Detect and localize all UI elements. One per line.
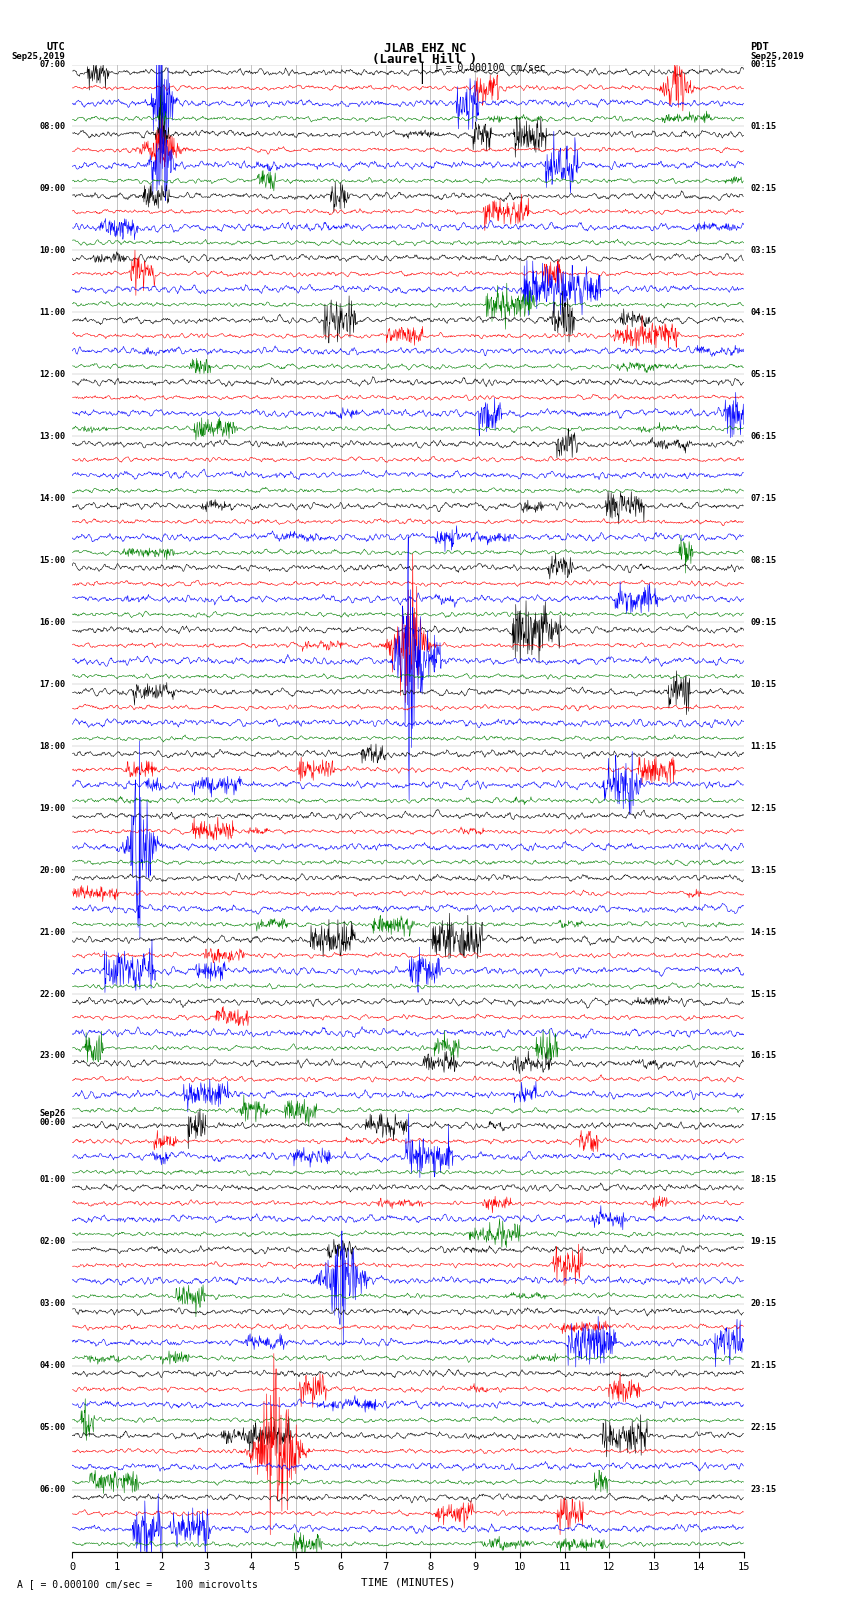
Text: 10:00: 10:00 <box>39 245 65 255</box>
Text: 01:00: 01:00 <box>39 1176 65 1184</box>
Text: 19:00: 19:00 <box>39 803 65 813</box>
Text: JLAB EHZ NC: JLAB EHZ NC <box>383 42 467 55</box>
Text: Sep26
00:00: Sep26 00:00 <box>39 1110 65 1127</box>
Text: 06:15: 06:15 <box>751 432 777 440</box>
Text: 16:15: 16:15 <box>751 1052 777 1060</box>
Text: 16:00: 16:00 <box>39 618 65 627</box>
Text: 05:15: 05:15 <box>751 369 777 379</box>
Text: 14:00: 14:00 <box>39 494 65 503</box>
Text: 14:15: 14:15 <box>751 927 777 937</box>
Text: 12:00: 12:00 <box>39 369 65 379</box>
Text: 18:00: 18:00 <box>39 742 65 750</box>
Text: 04:15: 04:15 <box>751 308 777 316</box>
Text: 03:15: 03:15 <box>751 245 777 255</box>
Text: 21:15: 21:15 <box>751 1361 777 1371</box>
Text: 08:00: 08:00 <box>39 123 65 131</box>
Text: 11:15: 11:15 <box>751 742 777 750</box>
Text: 15:00: 15:00 <box>39 556 65 565</box>
Text: 23:15: 23:15 <box>751 1486 777 1494</box>
Text: 09:15: 09:15 <box>751 618 777 627</box>
Text: 22:15: 22:15 <box>751 1423 777 1432</box>
Text: A [ = 0.000100 cm/sec =    100 microvolts: A [ = 0.000100 cm/sec = 100 microvolts <box>17 1579 258 1589</box>
Text: 03:00: 03:00 <box>39 1300 65 1308</box>
Text: 05:00: 05:00 <box>39 1423 65 1432</box>
Text: 17:00: 17:00 <box>39 679 65 689</box>
Text: 13:15: 13:15 <box>751 866 777 874</box>
Text: UTC: UTC <box>47 42 65 52</box>
Text: 12:15: 12:15 <box>751 803 777 813</box>
X-axis label: TIME (MINUTES): TIME (MINUTES) <box>360 1578 456 1587</box>
Text: 04:00: 04:00 <box>39 1361 65 1371</box>
Text: 02:15: 02:15 <box>751 184 777 194</box>
Text: Sep25,2019: Sep25,2019 <box>12 52 65 61</box>
Text: 11:00: 11:00 <box>39 308 65 316</box>
Text: 09:00: 09:00 <box>39 184 65 194</box>
Text: (Laurel Hill ): (Laurel Hill ) <box>372 53 478 66</box>
Text: 01:15: 01:15 <box>751 123 777 131</box>
Text: 07:00: 07:00 <box>39 60 65 69</box>
Text: 02:00: 02:00 <box>39 1237 65 1247</box>
Text: 13:00: 13:00 <box>39 432 65 440</box>
Text: 00:15: 00:15 <box>751 60 777 69</box>
Text: 20:00: 20:00 <box>39 866 65 874</box>
Text: PDT: PDT <box>751 42 769 52</box>
Text: 19:15: 19:15 <box>751 1237 777 1247</box>
Text: Sep25,2019: Sep25,2019 <box>751 52 804 61</box>
Text: 17:15: 17:15 <box>751 1113 777 1123</box>
Text: 08:15: 08:15 <box>751 556 777 565</box>
Text: 20:15: 20:15 <box>751 1300 777 1308</box>
Text: I = 0.000100 cm/sec: I = 0.000100 cm/sec <box>434 63 545 73</box>
Text: 07:15: 07:15 <box>751 494 777 503</box>
Text: 18:15: 18:15 <box>751 1176 777 1184</box>
Text: 06:00: 06:00 <box>39 1486 65 1494</box>
Text: 15:15: 15:15 <box>751 989 777 998</box>
Text: 21:00: 21:00 <box>39 927 65 937</box>
Text: 10:15: 10:15 <box>751 679 777 689</box>
Text: 23:00: 23:00 <box>39 1052 65 1060</box>
Text: 22:00: 22:00 <box>39 989 65 998</box>
